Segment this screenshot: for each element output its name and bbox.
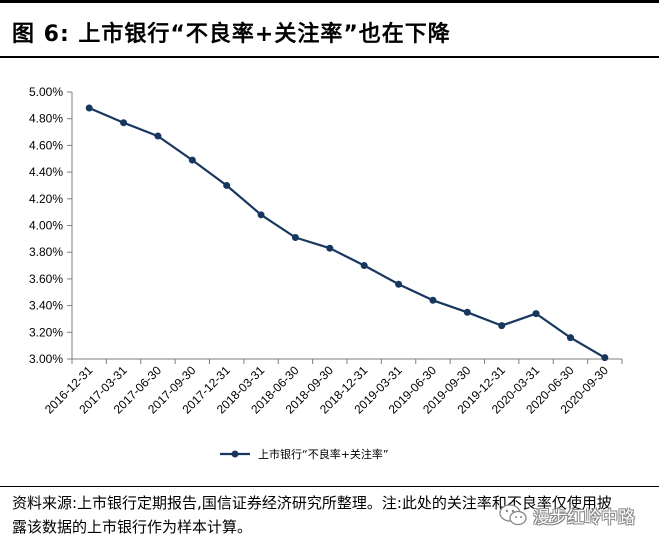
data-point [120,119,128,127]
data-point [326,244,334,252]
series-layer [85,104,609,362]
top-rule [0,0,659,3]
watermark: 漫步红岭中路 [498,502,635,528]
data-point [463,308,471,316]
y-tick-label: 4.60% [29,138,63,152]
x-axis: 2016-12-312017-03-312017-06-302017-09-30… [42,358,623,417]
data-point [85,104,93,112]
data-point [154,132,162,140]
data-point [291,234,299,242]
data-point [429,296,437,304]
y-tick-label: 3.00% [29,352,63,366]
y-axis: 3.00% 3.20% 3.40% 3.60% 3.80% 4.00% 4.20% 4.40%… [29,85,73,366]
title-rule [0,56,659,58]
y-tick-label: 3.60% [29,272,63,286]
data-point [360,262,368,270]
y-tick-label: 4.00% [29,219,63,233]
line-chart: 3.00% 3.20% 3.40% 3.60% 3.80% 4.00% 4.20% 4.40%… [29,85,623,461]
watermark-text: 漫步红岭中路 [533,507,635,528]
y-tick-label: 3.20% [29,325,63,339]
data-point [498,322,506,330]
y-tick-label: 3.40% [29,299,63,313]
source-note: 资料来源:上市银行定期报告,国信证券经济研究所整理。注:此处的关注率和不良率仅使… [12,494,612,536]
y-tick-label: 3.80% [29,245,63,259]
legend-label: 上市银行“不良率+关注率” [258,447,389,461]
y-tick-label: 4.40% [29,165,63,179]
bottom-rule [0,486,659,487]
data-point [395,280,403,288]
wechat-icon [499,504,527,526]
data-point [601,354,609,362]
y-tick-label: 4.20% [29,192,63,206]
y-tick-label: 5.00% [29,85,63,99]
figure-title: 图 6: 上市银行“不良率+关注率”也在下降 [12,22,451,47]
legend: 上市银行“不良率+关注率” [220,447,389,461]
legend-swatch-marker [231,450,239,458]
data-point [532,310,540,318]
data-point [223,181,231,189]
data-point [188,156,196,164]
y-tick-label: 4.80% [29,112,63,126]
series-line [88,106,606,359]
data-point [257,211,265,219]
data-point [566,334,574,342]
